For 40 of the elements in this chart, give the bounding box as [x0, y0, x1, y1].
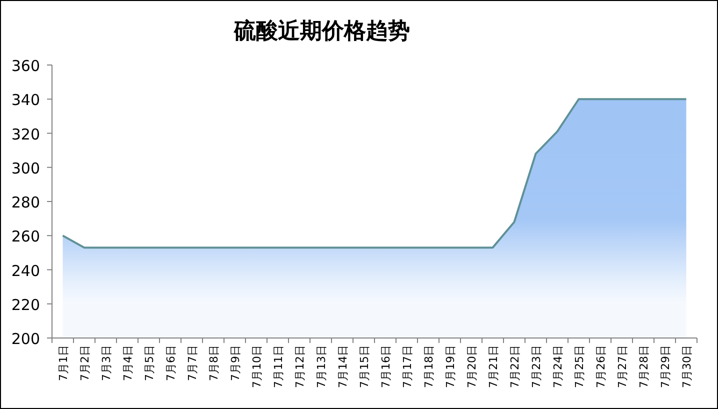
x-tick-label: 7月12日 — [293, 345, 306, 388]
x-tick-label: 7月23日 — [530, 345, 543, 388]
x-tick-label: 7月9日 — [228, 345, 242, 381]
x-tick-label: 7月1日 — [56, 345, 70, 381]
x-tick-label: 7月24日 — [551, 345, 564, 388]
x-tick-label: 7月8日 — [207, 345, 220, 381]
x-tick-label: 7月16日 — [379, 345, 392, 388]
x-tick-label: 7月21日 — [486, 345, 500, 388]
y-tick-label: 240 — [11, 262, 40, 280]
y-tick-label: 360 — [11, 57, 40, 75]
x-tick-label: 7月22日 — [508, 345, 522, 388]
y-tick-label: 280 — [11, 194, 40, 212]
x-tick-label: 7月17日 — [400, 345, 414, 388]
chart-title: 硫酸近期价格趋势 — [233, 18, 410, 44]
y-tick-label: 220 — [11, 296, 40, 314]
x-tick-label: 7月27日 — [616, 345, 629, 388]
y-tick-label: 300 — [11, 159, 40, 178]
x-tick-label: 7月15日 — [358, 345, 371, 388]
x-tick-label: 7月7日 — [186, 345, 199, 381]
x-tick-label: 7月30日 — [680, 345, 694, 388]
y-tick-label: 320 — [11, 125, 40, 144]
x-tick-label: 7月18日 — [422, 345, 436, 388]
x-tick-label: 7月19日 — [444, 345, 457, 388]
x-tick-label: 7月5日 — [142, 345, 156, 381]
y-tick-label: 260 — [11, 228, 40, 246]
x-tick-label: 7月2日 — [78, 345, 92, 381]
x-tick-label: 7月28日 — [637, 345, 650, 388]
x-tick-label: 7月11日 — [272, 345, 285, 388]
y-tick-label: 340 — [11, 91, 40, 110]
x-tick-label: 7月25日 — [572, 345, 586, 388]
x-tick-label: 7月14日 — [336, 345, 350, 388]
x-tick-label: 7月26日 — [594, 345, 608, 388]
x-tick-label: 7月4日 — [121, 345, 134, 381]
x-tick-label: 7月6日 — [164, 345, 178, 381]
y-tick-label: 200 — [11, 330, 40, 348]
x-tick-label: 7月13日 — [314, 345, 328, 388]
x-tick-label: 7月10日 — [250, 345, 264, 388]
x-tick-label: 7月29日 — [658, 345, 672, 388]
x-tick-label: 7月3日 — [100, 345, 113, 381]
x-tick-label: 7月20日 — [465, 345, 478, 388]
